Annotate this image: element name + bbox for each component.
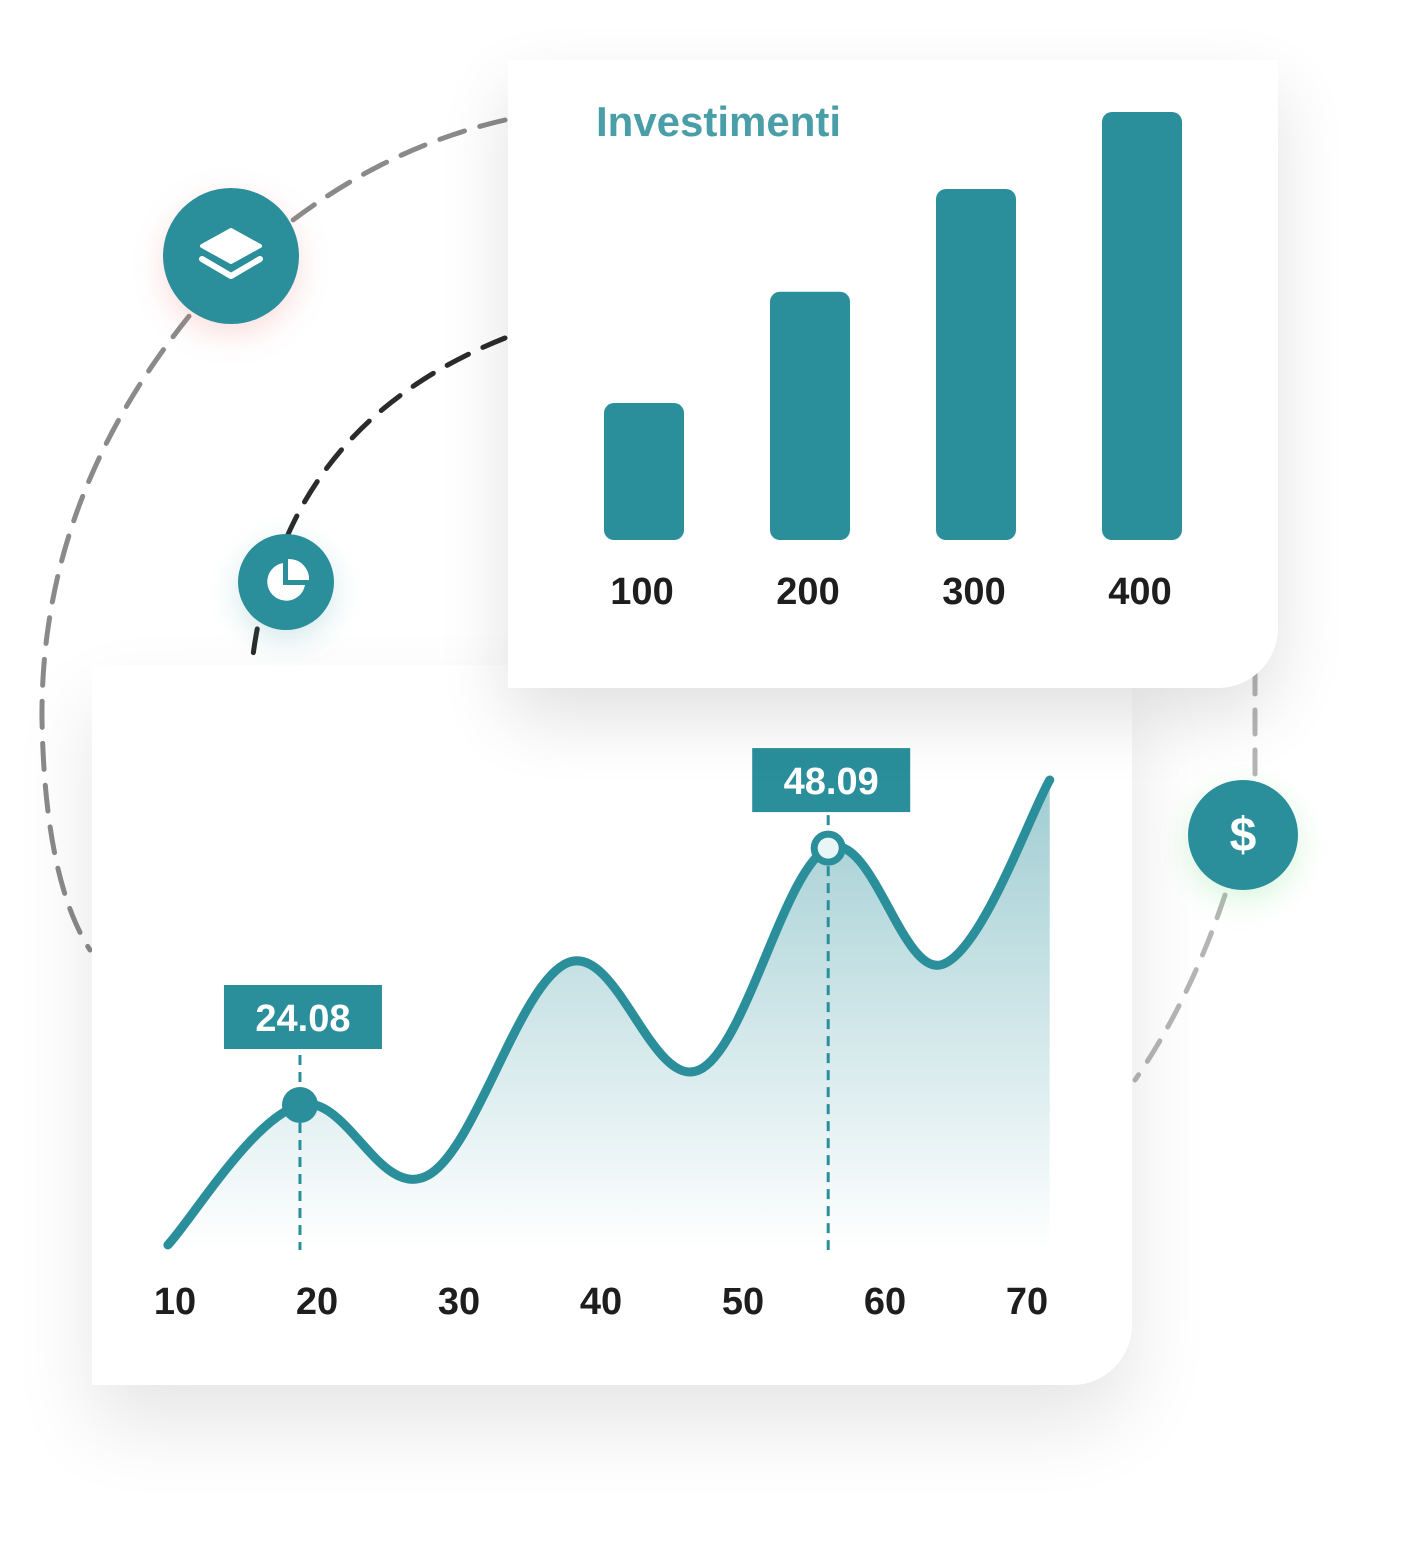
x-tick-label: 50	[722, 1281, 764, 1323]
chart-title: Investimenti	[596, 98, 842, 145]
area-fill	[167, 780, 1050, 1250]
series-line	[163, 775, 1055, 1250]
right-dashed-arc	[1132, 667, 1258, 1083]
x-tick-label: 30	[438, 1281, 480, 1323]
value-tooltip-label: 48.09	[784, 761, 879, 803]
x-tick-label: 20	[296, 1281, 338, 1323]
bar	[770, 291, 850, 540]
outer-dashed-arc	[39, 117, 508, 953]
bar	[936, 189, 1016, 541]
x-tick-label: 40	[580, 1281, 622, 1323]
dollar-icon: $	[1229, 808, 1257, 862]
bar-tick-label: 300	[942, 571, 1005, 613]
bar	[604, 403, 684, 540]
pie-chart-icon	[267, 558, 310, 601]
bar-tick-label: 200	[776, 571, 839, 613]
bar-chart: 100 200 300 400	[604, 112, 1182, 613]
dollar-button[interactable]: $	[1188, 780, 1298, 890]
bar-tick-label: 400	[1108, 571, 1171, 613]
x-tick-label: 70	[1006, 1281, 1048, 1323]
x-tick-label: 60	[864, 1281, 906, 1323]
x-tick-label: 10	[154, 1281, 196, 1323]
bar	[1102, 112, 1182, 540]
value-tooltip	[752, 748, 911, 813]
value-tooltip	[223, 985, 382, 1049]
data-point-marker	[810, 830, 846, 866]
pie-chart-button[interactable]	[238, 534, 334, 630]
bar-tick-label: 100	[610, 571, 673, 613]
data-point-marker	[281, 1087, 318, 1123]
layers-button[interactable]	[163, 188, 299, 324]
value-tooltip-label: 24.08	[255, 998, 350, 1040]
bar-chart-card: Investimenti 100 200 300 400	[508, 60, 1278, 688]
layers-icon	[199, 228, 263, 279]
